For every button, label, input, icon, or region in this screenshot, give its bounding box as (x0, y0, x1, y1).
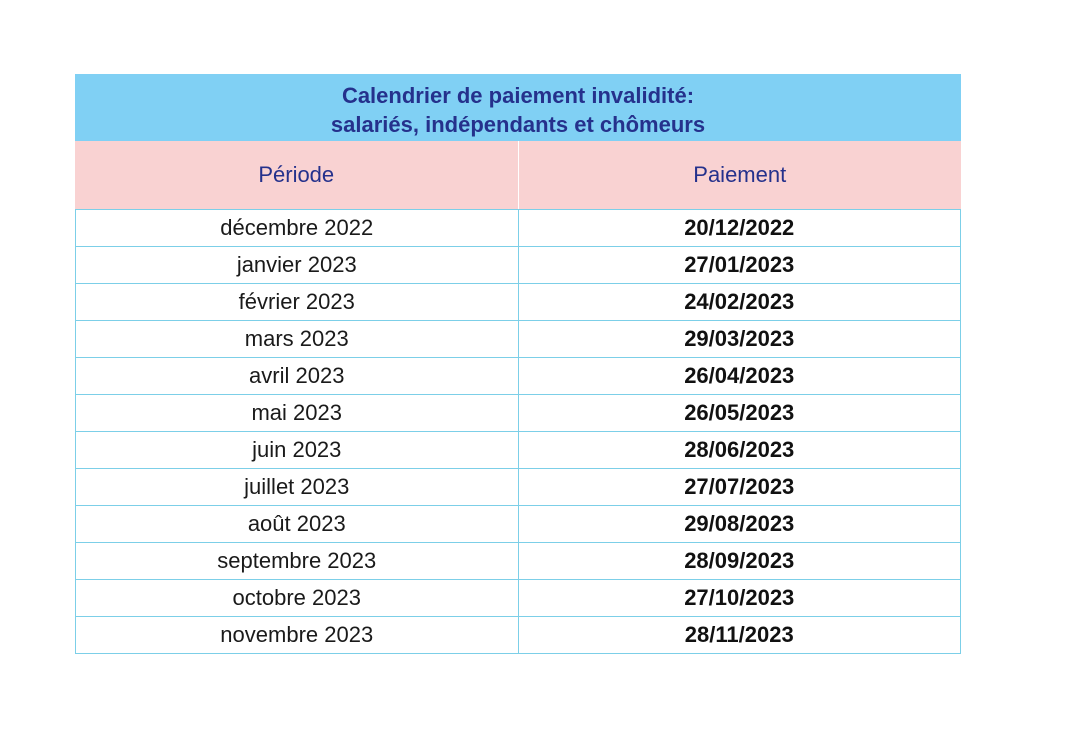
payment-date-cell: 28/09/2023 (517, 543, 961, 579)
period-cell: août 2023 (247, 511, 346, 536)
payment-date-cell: 27/01/2023 (517, 247, 961, 283)
table-row: février 2023 24/02/2023 (76, 284, 960, 321)
payment-date-cell: 24/02/2023 (517, 284, 961, 320)
payment-date-cell: 27/10/2023 (517, 580, 961, 616)
payment-date-cell: 28/11/2023 (517, 617, 961, 653)
table-row: mai 2023 26/05/2023 (76, 395, 960, 432)
payment-date-cell: 29/08/2023 (517, 506, 961, 542)
period-cell: avril 2023 (249, 363, 345, 388)
table-title: Calendrier de paiement invalidité: salar… (75, 74, 961, 141)
period-cell: septembre 2023 (217, 548, 377, 573)
table-row: novembre 2023 28/11/2023 (76, 617, 960, 653)
period-cell: janvier 2023 (236, 252, 357, 277)
column-header-payment: Paiement (517, 141, 962, 209)
period-cell: juillet 2023 (244, 474, 350, 499)
payment-date-cell: 26/05/2023 (517, 395, 961, 431)
payment-date-cell: 29/03/2023 (517, 321, 961, 357)
table-row: mars 2023 29/03/2023 (76, 321, 960, 358)
payment-date-cell: 20/12/2022 (517, 210, 961, 246)
table-row: juillet 2023 27/07/2023 (76, 469, 960, 506)
table-row: janvier 2023 27/01/2023 (76, 247, 960, 284)
table-header-row: Période Paiement (75, 141, 961, 209)
period-cell: mai 2023 (251, 400, 342, 425)
period-cell: octobre 2023 (232, 585, 361, 610)
period-cell: mars 2023 (244, 326, 349, 351)
table-row: décembre 2022 20/12/2022 (76, 210, 960, 247)
table-row: août 2023 29/08/2023 (76, 506, 960, 543)
period-cell: février 2023 (238, 289, 355, 314)
table-title-line-2: salariés, indépendants et chômeurs (330, 112, 706, 137)
table-row: septembre 2023 28/09/2023 (76, 543, 960, 580)
column-header-period: Période (258, 162, 335, 187)
period-cell: novembre 2023 (220, 622, 374, 647)
table-row: octobre 2023 27/10/2023 (76, 580, 960, 617)
period-cell: décembre 2022 (220, 215, 374, 240)
period-cell: juin 2023 (252, 437, 342, 462)
table-title-line-1: Calendrier de paiement invalidité: (341, 83, 695, 108)
table-row: avril 2023 26/04/2023 (76, 358, 960, 395)
payment-date-cell: 26/04/2023 (517, 358, 961, 394)
table-body: décembre 2022 20/12/2022 janvier 2023 27… (75, 209, 961, 654)
table-row: juin 2023 28/06/2023 (76, 432, 960, 469)
payment-date-cell: 28/06/2023 (517, 432, 961, 468)
payment-calendar-table: Calendrier de paiement invalidité: salar… (75, 74, 961, 654)
payment-date-cell: 27/07/2023 (517, 469, 961, 505)
